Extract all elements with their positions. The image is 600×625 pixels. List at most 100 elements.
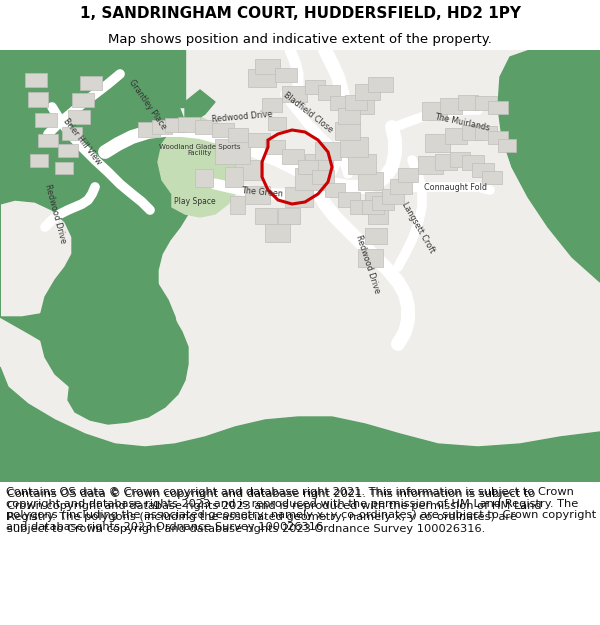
Bar bbox=[445, 128, 467, 144]
Bar bbox=[398, 168, 418, 182]
Text: Grantley Place: Grantley Place bbox=[127, 78, 169, 131]
Bar bbox=[68, 110, 90, 124]
Bar bbox=[382, 189, 404, 204]
Bar bbox=[262, 98, 282, 112]
Bar bbox=[488, 101, 508, 114]
Text: Map shows position and indicative extent of the property.: Map shows position and indicative extent… bbox=[108, 32, 492, 46]
Bar bbox=[368, 77, 393, 92]
Bar bbox=[228, 128, 248, 142]
Bar bbox=[38, 134, 58, 147]
Bar bbox=[462, 125, 482, 140]
Bar bbox=[25, 73, 47, 87]
Bar bbox=[195, 169, 213, 187]
Bar bbox=[338, 108, 360, 124]
Bar bbox=[312, 170, 334, 184]
Bar bbox=[325, 183, 345, 197]
Bar bbox=[458, 95, 478, 110]
Text: Brier Hill View: Brier Hill View bbox=[61, 117, 103, 167]
Bar bbox=[475, 96, 497, 110]
Bar bbox=[422, 102, 447, 120]
Bar bbox=[340, 137, 368, 157]
Bar bbox=[255, 59, 280, 74]
Bar bbox=[235, 160, 263, 180]
Bar bbox=[472, 163, 494, 177]
Bar bbox=[265, 140, 285, 154]
Bar bbox=[365, 192, 387, 207]
Bar bbox=[80, 76, 102, 90]
Bar bbox=[265, 224, 290, 242]
Text: Play Space: Play Space bbox=[174, 198, 216, 206]
Text: 1, SANDRINGHAM COURT, HUDDERSFIELD, HD2 1PY: 1, SANDRINGHAM COURT, HUDDERSFIELD, HD2 … bbox=[79, 6, 521, 21]
Bar bbox=[58, 144, 78, 157]
Text: Connaught Fold: Connaught Fold bbox=[424, 182, 487, 191]
Polygon shape bbox=[0, 50, 192, 424]
Bar bbox=[245, 186, 270, 204]
Polygon shape bbox=[0, 50, 188, 397]
Bar bbox=[282, 149, 304, 164]
Text: Contains OS data © Crown copyright and database right 2021. This information is : Contains OS data © Crown copyright and d… bbox=[6, 487, 596, 532]
Text: Redwood Drive: Redwood Drive bbox=[43, 183, 67, 244]
Bar bbox=[358, 249, 383, 267]
Text: Redwood Drive: Redwood Drive bbox=[355, 234, 382, 294]
Bar bbox=[450, 152, 470, 167]
Bar bbox=[352, 99, 374, 114]
Bar bbox=[475, 126, 497, 140]
Bar bbox=[178, 117, 200, 132]
Bar bbox=[152, 120, 172, 134]
Text: Contains OS data © Crown copyright and database right 2021. This information is : Contains OS data © Crown copyright and d… bbox=[7, 489, 542, 534]
Bar bbox=[212, 123, 234, 137]
Bar bbox=[35, 113, 57, 127]
Bar bbox=[195, 120, 217, 134]
Bar bbox=[248, 133, 270, 147]
Bar bbox=[425, 134, 450, 152]
Bar bbox=[418, 156, 443, 174]
Bar bbox=[362, 200, 384, 214]
Bar bbox=[318, 85, 340, 100]
Bar bbox=[282, 86, 307, 102]
Bar bbox=[55, 162, 73, 174]
Bar bbox=[462, 155, 484, 170]
Bar bbox=[498, 139, 516, 152]
Polygon shape bbox=[0, 50, 600, 482]
Polygon shape bbox=[0, 50, 185, 107]
Bar bbox=[482, 171, 502, 184]
Bar bbox=[488, 131, 508, 144]
Bar bbox=[138, 122, 160, 137]
Text: Bladfield Close: Bladfield Close bbox=[281, 90, 334, 134]
Bar bbox=[330, 96, 350, 110]
Text: Woodland Glade Sports
Facility: Woodland Glade Sports Facility bbox=[159, 144, 241, 156]
Bar bbox=[390, 179, 412, 194]
Bar bbox=[165, 118, 185, 132]
Bar bbox=[298, 160, 318, 174]
Bar bbox=[350, 200, 370, 214]
Bar bbox=[62, 127, 82, 140]
Bar bbox=[275, 68, 297, 82]
Text: Langsett Croft: Langsett Croft bbox=[400, 200, 436, 254]
Bar bbox=[335, 122, 360, 140]
Bar bbox=[440, 98, 462, 114]
Bar bbox=[225, 167, 243, 187]
Bar bbox=[345, 95, 367, 110]
Bar bbox=[305, 154, 333, 174]
Bar bbox=[285, 187, 313, 207]
Bar bbox=[278, 208, 300, 224]
Bar bbox=[295, 168, 325, 190]
Bar bbox=[268, 117, 286, 130]
Bar bbox=[28, 92, 48, 107]
Polygon shape bbox=[498, 50, 600, 282]
Bar bbox=[248, 69, 276, 87]
Bar bbox=[372, 196, 394, 210]
Bar bbox=[435, 154, 457, 170]
Bar bbox=[30, 154, 48, 167]
Text: The Muirlands: The Muirlands bbox=[434, 112, 490, 132]
Bar bbox=[368, 209, 388, 224]
Bar bbox=[338, 192, 360, 207]
Polygon shape bbox=[0, 367, 600, 482]
Bar bbox=[230, 196, 245, 214]
Bar bbox=[215, 139, 250, 164]
Bar bbox=[355, 84, 380, 100]
Polygon shape bbox=[185, 90, 215, 127]
Text: The Green: The Green bbox=[241, 186, 283, 198]
Bar bbox=[72, 93, 94, 107]
Polygon shape bbox=[158, 117, 242, 217]
